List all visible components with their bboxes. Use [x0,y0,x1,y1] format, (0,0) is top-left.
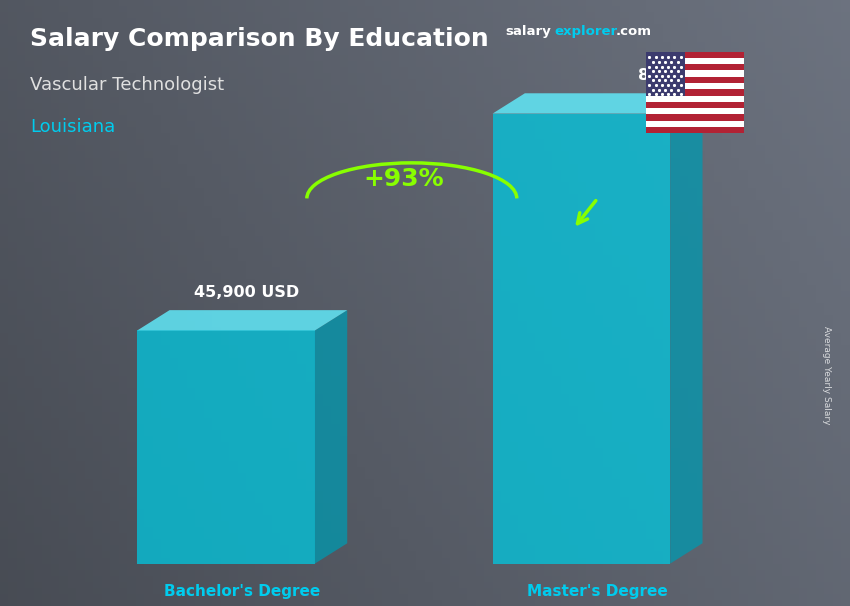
Text: Average Yearly Salary: Average Yearly Salary [822,327,830,425]
Bar [646,58,744,64]
Polygon shape [492,113,670,564]
Text: .com: .com [615,25,651,38]
Bar [646,115,744,121]
Text: Salary Comparison By Education: Salary Comparison By Education [30,27,489,52]
Bar [646,102,744,108]
Text: 45,900 USD: 45,900 USD [194,285,299,300]
Text: Bachelor's Degree: Bachelor's Degree [164,584,320,599]
Bar [646,127,744,133]
Bar [646,89,744,96]
Bar [646,52,744,58]
Bar [646,52,685,96]
Bar [646,121,744,127]
Polygon shape [138,330,314,564]
Bar [646,96,744,102]
Bar [646,77,744,83]
Text: Louisiana: Louisiana [30,118,115,136]
Polygon shape [314,310,347,564]
Bar [646,70,744,77]
Bar [646,83,744,89]
Text: salary: salary [506,25,552,38]
Text: Master's Degree: Master's Degree [527,584,668,599]
Bar [646,64,744,70]
Polygon shape [492,93,702,113]
Polygon shape [138,310,347,330]
Text: 88,600 USD: 88,600 USD [638,68,743,83]
Text: +93%: +93% [364,167,444,191]
Polygon shape [670,93,702,564]
Bar [646,108,744,115]
Text: Vascular Technologist: Vascular Technologist [30,76,224,94]
Text: explorer: explorer [554,25,617,38]
